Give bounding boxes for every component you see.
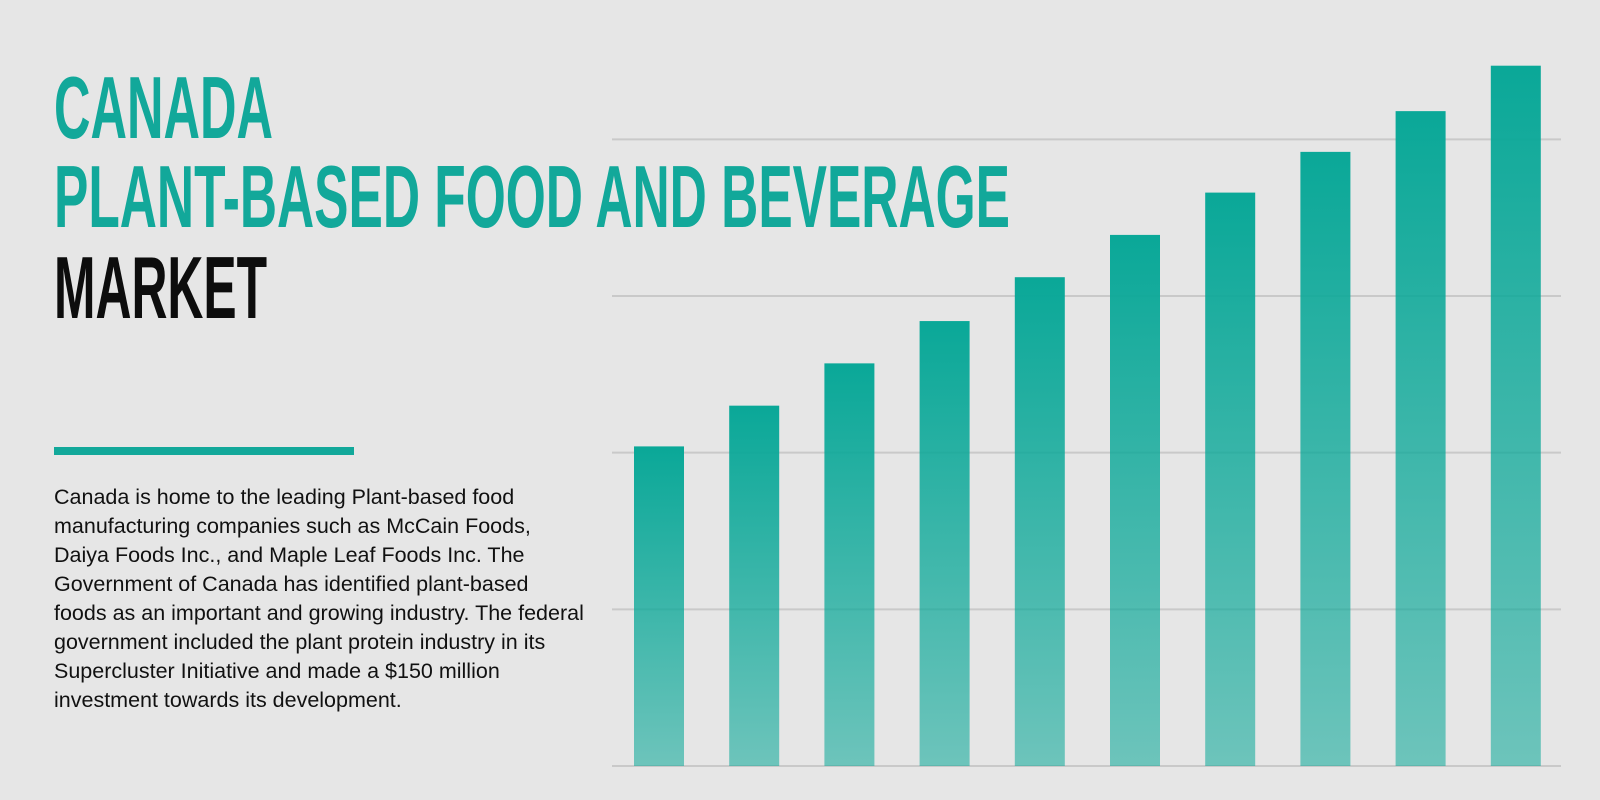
- title-line: MARKET: [54, 238, 267, 337]
- bar: [634, 446, 684, 766]
- bar: [1395, 111, 1446, 767]
- title-line: PLANT-BASED FOOD AND BEVERAGE: [54, 147, 1010, 246]
- bar: [824, 363, 875, 766]
- description: Canada is home to the leading Plant-base…: [54, 485, 584, 712]
- bar: [1300, 151, 1351, 766]
- bar: [1205, 192, 1256, 767]
- bar: [1490, 65, 1541, 766]
- bar: [919, 321, 970, 766]
- divider: [54, 447, 354, 455]
- bar: [729, 405, 780, 766]
- bar: [1014, 277, 1065, 766]
- bar: [1110, 234, 1160, 766]
- title-line: CANADA: [54, 58, 273, 157]
